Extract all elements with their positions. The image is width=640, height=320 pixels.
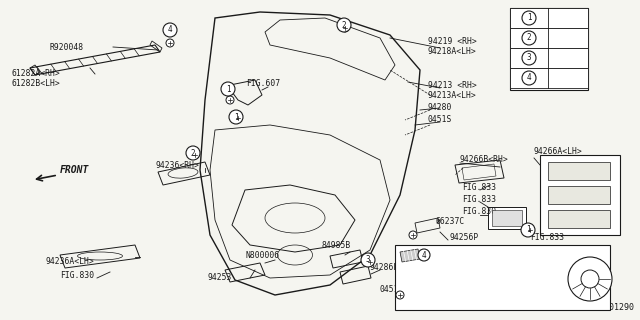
Text: 94286F: 94286F — [370, 263, 399, 273]
Text: 94213 <RH>: 94213 <RH> — [428, 81, 477, 90]
Text: W130213: W130213 — [552, 34, 587, 43]
Circle shape — [186, 146, 200, 160]
Text: FRONT: FRONT — [60, 165, 90, 175]
Text: 94499: 94499 — [433, 251, 460, 260]
Text: 2: 2 — [191, 148, 195, 157]
Bar — [395, 245, 610, 310]
Text: 94266B<RH>: 94266B<RH> — [460, 156, 509, 164]
Bar — [540, 155, 620, 235]
Circle shape — [234, 114, 242, 122]
Text: 94499: 94499 — [552, 74, 577, 83]
Bar — [488, 207, 526, 229]
Text: 4: 4 — [168, 26, 172, 35]
Circle shape — [229, 110, 243, 124]
Text: 1: 1 — [525, 226, 531, 235]
Text: A941001290: A941001290 — [585, 303, 635, 312]
Text: 94280: 94280 — [428, 102, 452, 111]
Bar — [548, 186, 610, 204]
Circle shape — [521, 223, 535, 237]
Circle shape — [226, 96, 234, 104]
Text: 1: 1 — [226, 84, 230, 93]
Circle shape — [396, 291, 404, 299]
Bar — [548, 210, 610, 228]
Text: 61282A<RH>: 61282A<RH> — [12, 69, 61, 78]
Circle shape — [341, 24, 349, 32]
Text: 94253: 94253 — [208, 274, 232, 283]
Circle shape — [418, 249, 430, 261]
Circle shape — [522, 51, 536, 65]
Text: 94236A<LH>: 94236A<LH> — [45, 258, 93, 267]
Text: 94236<RH>: 94236<RH> — [155, 161, 199, 170]
Text: 2: 2 — [527, 34, 531, 43]
Bar — [492, 210, 522, 226]
Text: 1: 1 — [234, 113, 238, 122]
Circle shape — [221, 82, 235, 96]
Text: 0451S: 0451S — [428, 115, 452, 124]
Circle shape — [163, 23, 177, 37]
Text: 66237C: 66237C — [435, 218, 464, 227]
Bar — [510, 8, 588, 28]
Text: 84985B: 84985B — [322, 241, 351, 250]
Text: FIG.833: FIG.833 — [530, 234, 564, 243]
Bar — [510, 28, 588, 48]
Text: N800006: N800006 — [245, 251, 279, 260]
Text: 61282B<LH>: 61282B<LH> — [12, 79, 61, 89]
Text: 1: 1 — [527, 13, 531, 22]
Text: Please cut it according to: Please cut it according to — [399, 276, 525, 284]
Circle shape — [409, 231, 417, 239]
Bar — [510, 8, 588, 90]
Text: 94213A<LH>: 94213A<LH> — [428, 91, 477, 100]
Circle shape — [337, 18, 351, 32]
Circle shape — [522, 11, 536, 25]
Text: FIG.833: FIG.833 — [462, 196, 496, 204]
Text: FIG.833: FIG.833 — [462, 183, 496, 193]
Polygon shape — [400, 249, 420, 262]
Text: R920048: R920048 — [50, 43, 84, 52]
Text: 94219 <RH>: 94219 <RH> — [428, 37, 477, 46]
Text: 4: 4 — [422, 251, 426, 260]
Text: FIG.830: FIG.830 — [462, 207, 496, 217]
Text: 4: 4 — [527, 74, 531, 83]
Text: 94266A<LH>: 94266A<LH> — [534, 148, 583, 156]
Circle shape — [166, 39, 174, 47]
Circle shape — [191, 151, 199, 159]
Circle shape — [366, 258, 374, 266]
Circle shape — [361, 253, 375, 267]
Text: Q500024: Q500024 — [552, 13, 587, 22]
Text: 94256P: 94256P — [450, 234, 479, 243]
Circle shape — [522, 71, 536, 85]
Circle shape — [581, 270, 599, 288]
Text: necessary length.: necessary length. — [399, 289, 482, 298]
Text: 94218A<LH>: 94218A<LH> — [428, 47, 477, 57]
Text: 3: 3 — [365, 255, 371, 265]
Circle shape — [526, 226, 534, 234]
Text: 84920A: 84920A — [552, 53, 582, 62]
Text: Length of the 94499 is 25m.: Length of the 94499 is 25m. — [399, 262, 531, 271]
Text: 3: 3 — [527, 53, 531, 62]
Text: FIG.607: FIG.607 — [246, 78, 280, 87]
Text: 0451S: 0451S — [380, 285, 404, 294]
Bar — [548, 162, 610, 180]
Bar — [510, 48, 588, 68]
Text: FIG.830: FIG.830 — [60, 271, 94, 281]
Circle shape — [568, 257, 612, 301]
Circle shape — [522, 31, 536, 45]
Text: 2: 2 — [342, 20, 346, 29]
Bar — [510, 68, 588, 88]
